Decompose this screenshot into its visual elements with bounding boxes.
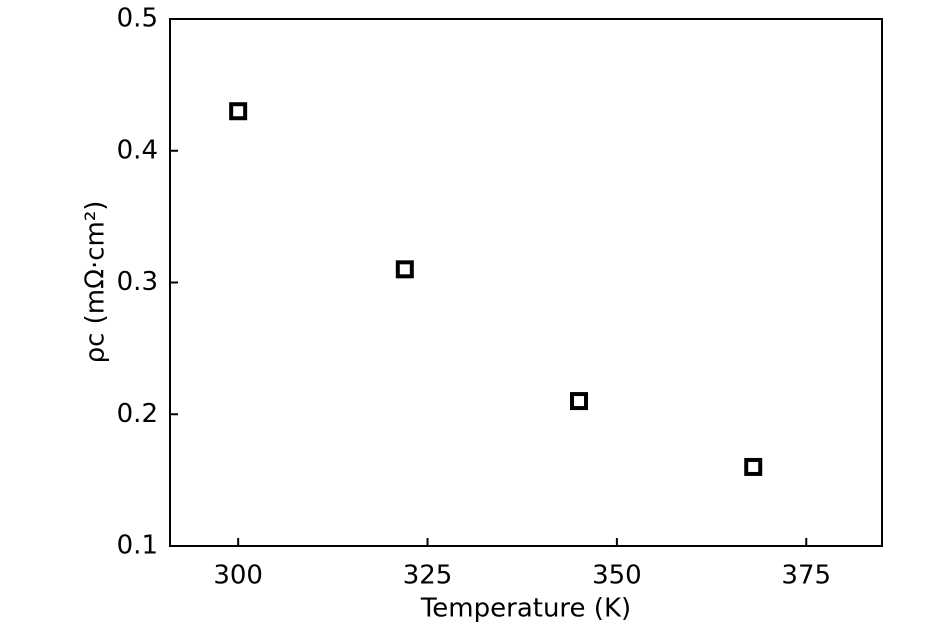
y-tick-label: 0.5 — [117, 4, 158, 34]
y-tick-label: 0.4 — [117, 135, 158, 165]
x-axis-label: Temperature (K) — [420, 594, 631, 624]
marker — [570, 392, 589, 411]
y-axis-label: ρc (mΩ·cm²) — [81, 201, 111, 364]
x-tick-label: 350 — [592, 561, 642, 591]
x-tick-label: 375 — [781, 561, 831, 591]
plot-frame — [169, 18, 883, 547]
x-tick-label: 325 — [403, 561, 453, 591]
y-tick-label: 0.3 — [117, 267, 158, 297]
y-tick-label: 0.2 — [117, 399, 158, 429]
x-tick-label: 300 — [213, 561, 263, 591]
marker — [744, 457, 763, 476]
marker — [395, 260, 414, 279]
y-tick-label: 0.1 — [117, 531, 158, 561]
marker — [229, 102, 248, 121]
